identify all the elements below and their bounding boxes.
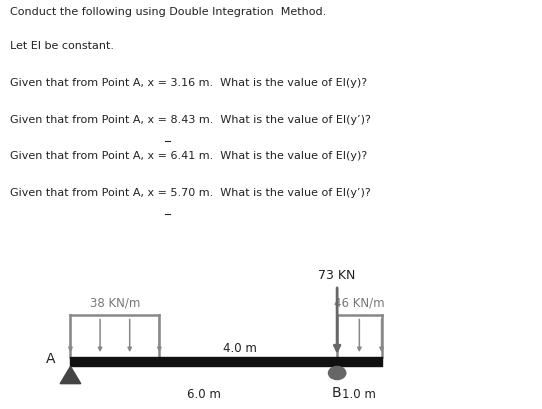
Circle shape <box>328 366 346 380</box>
Text: 73 KN: 73 KN <box>319 269 356 282</box>
Text: Given that from Point A, x = 6.41 m.  What is the value of EI(y)?: Given that from Point A, x = 6.41 m. Wha… <box>10 151 367 161</box>
Text: Given that from Point A, x = 8.43 m.  What is the value of EI(y’)?: Given that from Point A, x = 8.43 m. Wha… <box>10 115 371 124</box>
Text: B: B <box>331 386 341 400</box>
Polygon shape <box>60 366 81 384</box>
Text: Let EI be constant.: Let EI be constant. <box>10 41 114 51</box>
Text: 4.0 m: 4.0 m <box>223 342 257 355</box>
Text: 46 KN/m: 46 KN/m <box>334 297 385 310</box>
Text: Given that from Point A, x = 3.16 m.  What is the value of EI(y)?: Given that from Point A, x = 3.16 m. Wha… <box>10 78 367 88</box>
Text: 6.0 m: 6.0 m <box>187 388 221 401</box>
Text: 38 KN/m: 38 KN/m <box>90 297 140 310</box>
Text: Conduct the following using Double Integration  Method.: Conduct the following using Double Integ… <box>10 7 326 17</box>
Text: A: A <box>46 352 55 366</box>
Text: 1.0 m: 1.0 m <box>343 388 376 401</box>
Text: Given that from Point A, x = 5.70 m.  What is the value of EI(y’)?: Given that from Point A, x = 5.70 m. Wha… <box>10 188 371 198</box>
